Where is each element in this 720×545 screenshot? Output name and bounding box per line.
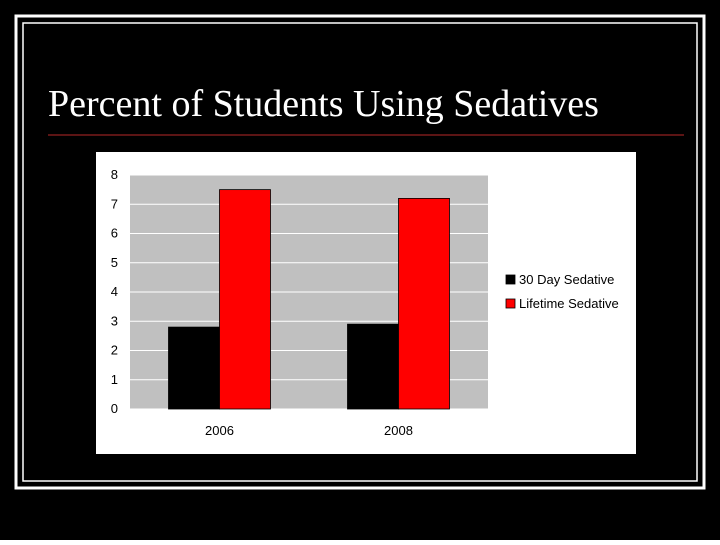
y-tick-label: 2 [111, 343, 118, 358]
slide-title: Percent of Students Using Sedatives [48, 83, 599, 125]
inner-frame [22, 22, 698, 482]
bar-30-day-sedative-2008 [347, 323, 399, 410]
y-tick-label: 3 [111, 313, 118, 328]
x-tick-label: 2006 [205, 423, 234, 438]
y-tick-label: 7 [111, 196, 118, 211]
y-tick-label: 5 [111, 255, 118, 270]
legend-box [498, 266, 633, 318]
legend-swatch [505, 274, 516, 285]
y-tick-label: 0 [111, 401, 118, 416]
y-tick-label: 4 [111, 284, 118, 299]
x-axis-tick-labels: 2006 2008 [205, 423, 413, 438]
bars [168, 189, 450, 410]
y-tick-label: 6 [111, 226, 118, 241]
y-tick-label: 1 [111, 372, 118, 387]
legend: 30 Day Sedative Lifetime Sedative [498, 266, 633, 318]
legend-label: Lifetime Sedative [519, 296, 619, 311]
x-tick-label: 2008 [384, 423, 413, 438]
y-axis-tick-labels: 0 1 2 3 4 5 6 7 8 [111, 167, 118, 416]
bar-lifetime-sedative-2006 [219, 189, 271, 410]
legend-label: 30 Day Sedative [519, 272, 614, 287]
legend-swatch [505, 298, 516, 309]
outer-frame [14, 14, 706, 490]
bar-lifetime-sedative-2008 [398, 197, 450, 410]
chart: 0 1 2 3 4 5 6 7 8 2006 2008 30 Day Sedative Lifeti… [96, 152, 636, 454]
y-tick-label: 8 [111, 167, 118, 182]
bar-30-day-sedative-2006 [168, 326, 220, 410]
